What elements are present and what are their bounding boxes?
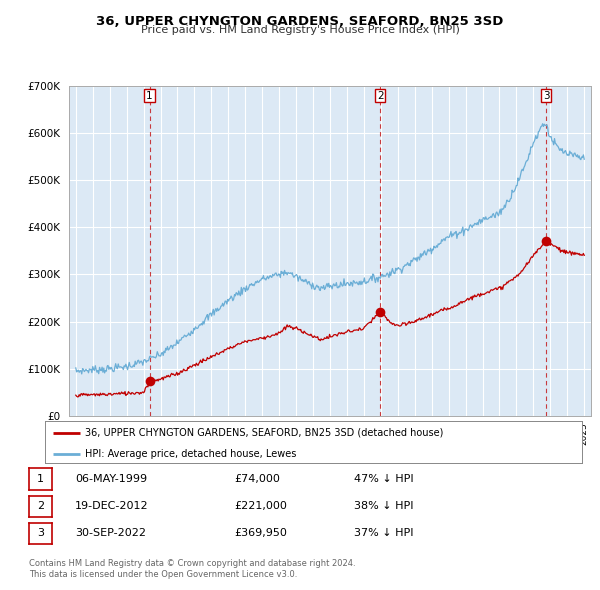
Text: 3: 3 [37,529,44,538]
Text: Price paid vs. HM Land Registry's House Price Index (HPI): Price paid vs. HM Land Registry's House … [140,25,460,35]
Text: 36, UPPER CHYNGTON GARDENS, SEAFORD, BN25 3SD: 36, UPPER CHYNGTON GARDENS, SEAFORD, BN2… [97,15,503,28]
Text: 36, UPPER CHYNGTON GARDENS, SEAFORD, BN25 3SD (detached house): 36, UPPER CHYNGTON GARDENS, SEAFORD, BN2… [85,428,443,438]
Text: 38% ↓ HPI: 38% ↓ HPI [354,502,413,511]
Text: 30-SEP-2022: 30-SEP-2022 [75,529,146,538]
Text: 47% ↓ HPI: 47% ↓ HPI [354,474,413,484]
Text: HPI: Average price, detached house, Lewes: HPI: Average price, detached house, Lewe… [85,449,296,459]
Text: 1: 1 [146,90,153,100]
Text: 2: 2 [37,502,44,511]
Text: 2: 2 [377,90,383,100]
Text: £369,950: £369,950 [234,529,287,538]
Text: £221,000: £221,000 [234,502,287,511]
Text: 1: 1 [37,474,44,484]
Text: 06-MAY-1999: 06-MAY-1999 [75,474,147,484]
Text: 19-DEC-2012: 19-DEC-2012 [75,502,149,511]
Text: 37% ↓ HPI: 37% ↓ HPI [354,529,413,538]
Text: Contains HM Land Registry data © Crown copyright and database right 2024.
This d: Contains HM Land Registry data © Crown c… [29,559,355,579]
Text: £74,000: £74,000 [234,474,280,484]
Text: 3: 3 [543,90,550,100]
